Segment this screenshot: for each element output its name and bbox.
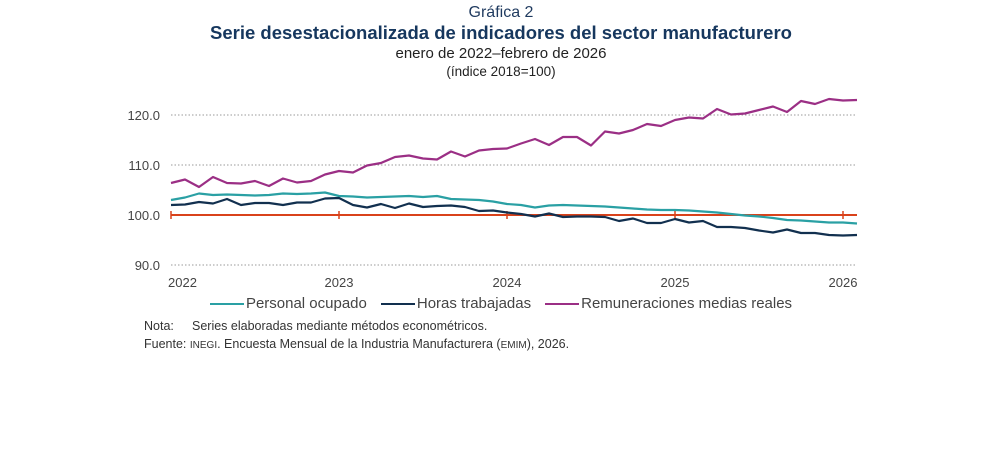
series-lines xyxy=(170,97,858,237)
x-tick-label: 2026 xyxy=(829,275,858,290)
x-axis-ticks: 2022 2023 2024 2025 2026 xyxy=(168,275,857,290)
y-tick-label: 100.0 xyxy=(127,208,160,223)
chart-unit: (índice 2018=100) xyxy=(446,64,556,79)
legend-label: Personal ocupado xyxy=(245,295,367,312)
chart-label: Gráfica 2 xyxy=(468,4,534,21)
y-tick-label: 110.0 xyxy=(128,158,160,173)
source-line: Fuente: INEGI. Encuesta Mensual de la In… xyxy=(144,337,569,351)
legend-item-remuneraciones: Remuneraciones medias reales xyxy=(545,295,792,312)
legend-label: Remuneraciones medias reales xyxy=(581,295,793,312)
y-tick-label: 120.0 xyxy=(127,108,160,123)
note-text: Series elaboradas mediante métodos econo… xyxy=(192,319,488,333)
y-tick-label: 90.0 xyxy=(135,258,160,273)
source-key: Fuente: xyxy=(144,337,187,351)
legend-item-personal-ocupado: Personal ocupado xyxy=(209,295,367,312)
grid-lines xyxy=(171,114,857,266)
line-chart: 90.0 100.0 110.0 120.0 2022 2023 2024 2025 2026 xyxy=(127,97,858,290)
legend-swatch xyxy=(545,302,580,305)
source-text-end: ), 2026. xyxy=(526,337,570,351)
x-tick-label: 2025 xyxy=(661,275,690,290)
chart-subtitle: enero de 2022–febrero de 2026 xyxy=(395,45,607,62)
legend-label: Horas trabajadas xyxy=(416,295,532,312)
legend-swatch xyxy=(380,302,415,305)
series-line-personal-ocupado xyxy=(170,191,858,225)
x-tick-label: 2024 xyxy=(493,275,522,290)
y-axis-ticks: 90.0 100.0 110.0 120.0 xyxy=(127,108,160,273)
note-key: Nota: xyxy=(144,319,174,333)
legend: Personal ocupado Horas trabajadas Remune… xyxy=(0,295,1002,312)
chart-title: Serie desestacionalizada de indicadores … xyxy=(210,22,792,43)
legend-item-horas-trabajadas: Horas trabajadas xyxy=(380,295,532,312)
series-line-horas-trabajadas xyxy=(170,196,858,237)
note-line: Nota: Series elaboradas mediante métodos … xyxy=(144,319,487,333)
source-org: INEGI xyxy=(189,340,218,351)
source-text: . Encuesta Mensual de la Industria Manuf… xyxy=(217,337,501,351)
x-tick-label: 2022 xyxy=(168,275,197,290)
legend-swatch xyxy=(209,302,244,305)
x-tick-label: 2023 xyxy=(325,275,354,290)
series-line-remuneraciones-medias-reales xyxy=(170,97,858,189)
source-abbr: EMIM xyxy=(500,340,527,351)
